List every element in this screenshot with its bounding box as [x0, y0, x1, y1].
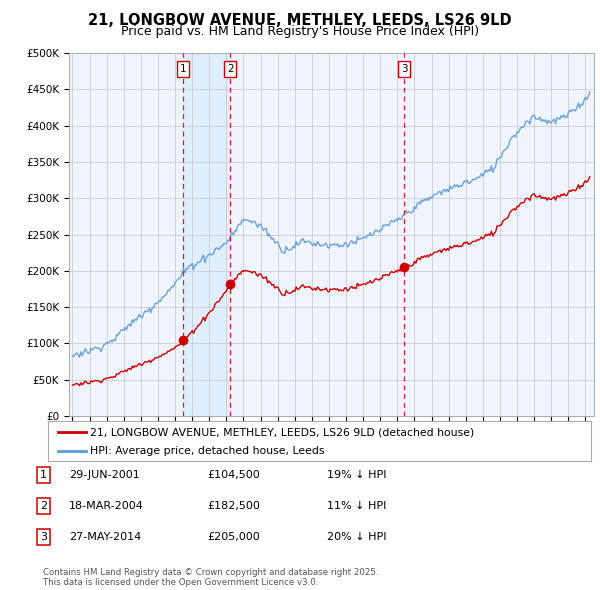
Text: 19% ↓ HPI: 19% ↓ HPI: [327, 470, 386, 480]
Text: 21, LONGBOW AVENUE, METHLEY, LEEDS, LS26 9LD (detached house): 21, LONGBOW AVENUE, METHLEY, LEEDS, LS26…: [91, 427, 475, 437]
Text: 20% ↓ HPI: 20% ↓ HPI: [327, 532, 386, 542]
Text: 2: 2: [40, 502, 47, 511]
Text: 1: 1: [40, 470, 47, 480]
Text: £205,000: £205,000: [207, 532, 260, 542]
Text: 29-JUN-2001: 29-JUN-2001: [69, 470, 140, 480]
Text: HPI: Average price, detached house, Leeds: HPI: Average price, detached house, Leed…: [91, 445, 325, 455]
Text: Price paid vs. HM Land Registry's House Price Index (HPI): Price paid vs. HM Land Registry's House …: [121, 25, 479, 38]
Text: 3: 3: [401, 64, 407, 74]
Text: £104,500: £104,500: [207, 470, 260, 480]
Text: 3: 3: [40, 532, 47, 542]
Text: 2: 2: [227, 64, 233, 74]
Text: £182,500: £182,500: [207, 502, 260, 511]
Text: 21, LONGBOW AVENUE, METHLEY, LEEDS, LS26 9LD: 21, LONGBOW AVENUE, METHLEY, LEEDS, LS26…: [88, 13, 512, 28]
Bar: [184, 53, 230, 416]
Text: 1: 1: [180, 64, 187, 74]
Text: 11% ↓ HPI: 11% ↓ HPI: [327, 502, 386, 511]
Text: Contains HM Land Registry data © Crown copyright and database right 2025.
This d: Contains HM Land Registry data © Crown c…: [43, 568, 379, 587]
Text: 18-MAR-2004: 18-MAR-2004: [69, 502, 144, 511]
Text: 27-MAY-2014: 27-MAY-2014: [69, 532, 141, 542]
